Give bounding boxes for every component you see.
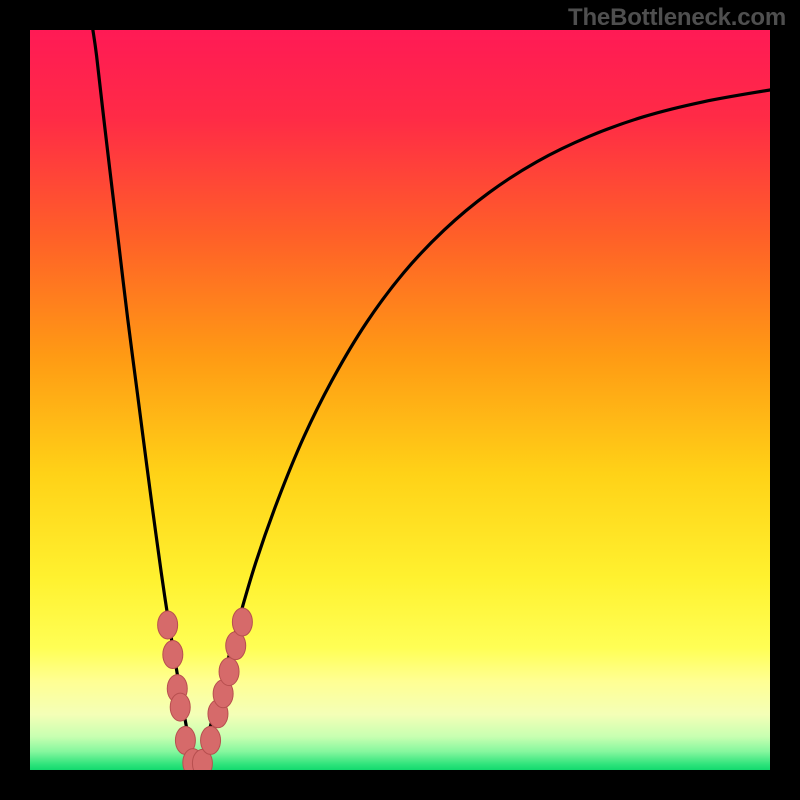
- plot-svg: [30, 30, 770, 770]
- chart-container: TheBottleneck.com: [0, 0, 800, 800]
- marker-point: [170, 693, 190, 721]
- watermark-text: TheBottleneck.com: [568, 4, 786, 32]
- gradient-background: [30, 30, 770, 770]
- plot-area: [30, 30, 770, 770]
- marker-point: [158, 611, 178, 639]
- marker-point: [163, 641, 183, 669]
- marker-point: [219, 658, 239, 686]
- marker-point: [232, 608, 252, 636]
- marker-point: [201, 726, 221, 754]
